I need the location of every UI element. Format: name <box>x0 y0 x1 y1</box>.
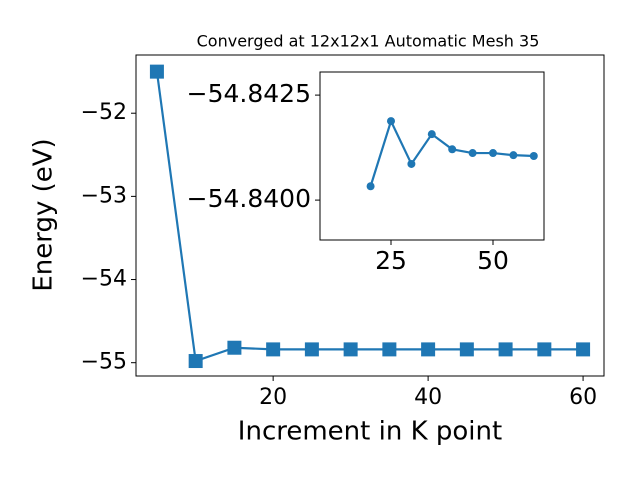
y-tick-label: −54 <box>81 267 127 292</box>
x-tick-label: 40 <box>414 385 442 410</box>
marker <box>304 342 319 357</box>
marker <box>386 117 395 126</box>
marker <box>427 130 436 139</box>
y-tick-label: −54.8425 <box>187 79 311 108</box>
marker <box>343 342 358 357</box>
x-axis-label: Increment in K point <box>238 417 502 447</box>
marker <box>529 152 538 160</box>
marker <box>188 354 203 369</box>
marker <box>488 149 497 158</box>
x-tick-label: 50 <box>477 246 509 275</box>
x-tick-label: 60 <box>569 385 597 410</box>
marker <box>366 182 375 191</box>
marker <box>459 342 474 357</box>
x-tick-label: 25 <box>375 246 407 275</box>
marker <box>227 340 242 355</box>
marker <box>576 342 591 357</box>
marker <box>537 342 552 357</box>
y-tick-label: −55 <box>81 350 127 375</box>
marker <box>382 342 397 357</box>
chart-title: Converged at 12x12x1 Automatic Mesh 35 <box>197 32 540 51</box>
y-tick-label: −52 <box>81 100 127 125</box>
x-tick-label: 20 <box>259 385 287 410</box>
marker <box>468 149 477 158</box>
y-axis-label: Energy (eV) <box>29 138 59 291</box>
marker <box>149 64 164 79</box>
marker <box>421 342 436 357</box>
plot-area <box>319 71 545 241</box>
marker <box>448 145 457 154</box>
y-tick-label: −53 <box>81 183 127 208</box>
marker <box>266 342 281 357</box>
y-tick-label: −54.8400 <box>187 184 311 213</box>
marker <box>407 159 416 168</box>
marker <box>498 342 513 357</box>
marker <box>509 151 518 160</box>
